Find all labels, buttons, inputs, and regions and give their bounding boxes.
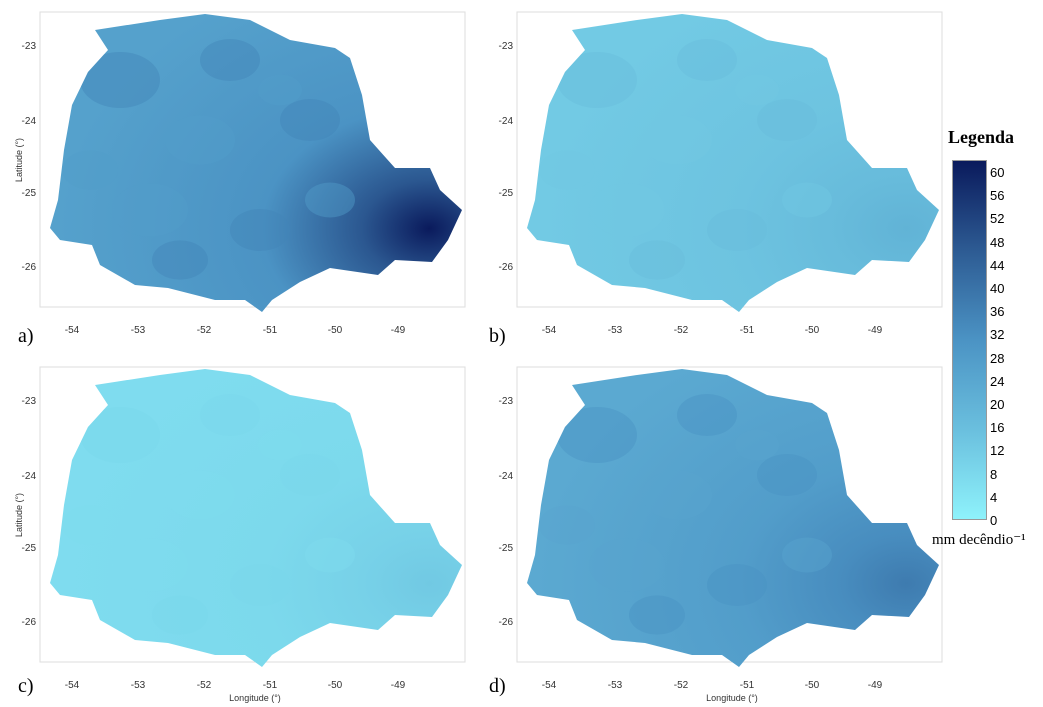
y-tick-label: -23 — [22, 41, 37, 52]
legend-tick-label: 16 — [990, 420, 1005, 436]
x-tick-label: -54 — [542, 680, 557, 691]
state-shape — [50, 369, 462, 667]
x-tick-label: -53 — [131, 325, 146, 336]
x-tick-label: -52 — [674, 680, 689, 691]
x-tick-label: -49 — [868, 680, 883, 691]
legend-tick-label: 12 — [990, 443, 1005, 459]
legend-tick-label: 20 — [990, 397, 1005, 412]
map-b-svg: -23 -24 -25 -26 -54 -53 -52 -51 -50 -49 — [499, 11, 943, 336]
x-tick-label: -49 — [391, 680, 406, 691]
legend-tick-label: 0 — [990, 513, 998, 528]
map-panel-c: -23 -24 -25 -26 -54 -53 -52 -51 -50 -49 Latitude (… — [0, 355, 470, 705]
y-tick-label: -23 — [499, 396, 514, 407]
legend-title: Legenda — [948, 127, 1015, 147]
x-tick-label: -50 — [328, 680, 343, 691]
map-panel-a: -23 -24 -25 -26 -54 -53 -52 -51 -50 -49 Latitude (… — [0, 0, 470, 350]
legend-tick-label: 40 — [990, 281, 1005, 296]
legend-tick-label: 60 — [990, 165, 1005, 180]
x-tick-label: -51 — [263, 680, 278, 691]
y-tick-label: -24 — [499, 471, 514, 482]
legend-tick-label: 4 — [990, 489, 998, 505]
y-tick-label: -24 — [22, 116, 37, 127]
x-axis-label: Longitude (°) — [706, 693, 758, 703]
panel-label-c: c) — [18, 675, 34, 697]
panel-label-d: d) — [489, 675, 506, 697]
y-tick-label: -23 — [22, 396, 37, 407]
x-tick-label: -52 — [674, 325, 689, 336]
legend-tick-label: 36 — [990, 304, 1005, 320]
legend-tick-label: 28 — [990, 350, 1005, 366]
x-tick-label: -51 — [740, 680, 755, 691]
map-a-svg: -23 -24 -25 -26 -54 -53 -52 -51 -50 -49 Latitude (… — [14, 11, 466, 336]
map-panel-b: -23 -24 -25 -26 -54 -53 -52 -51 -50 -49 b) — [477, 0, 947, 350]
panel-label-b: b) — [489, 325, 506, 347]
y-axis-label: Latitude (°) — [14, 138, 24, 182]
y-tick-label: -25 — [22, 188, 37, 199]
x-tick-label: -54 — [65, 680, 80, 691]
x-axis-label: Longitude (°) — [229, 693, 281, 703]
x-tick-label: -52 — [197, 680, 212, 691]
x-tick-label: -54 — [542, 325, 557, 336]
x-tick-label: -51 — [263, 325, 278, 336]
legend-tick-label: 8 — [990, 466, 998, 482]
y-axis-label: Latitude (°) — [14, 493, 24, 537]
y-tick-label: -26 — [499, 262, 514, 273]
map-d-svg: -23 -24 -25 -26 -54 -53 -52 -51 -50 -49 Longitude … — [499, 366, 943, 703]
legend-unit: mm decêndio⁻¹ — [932, 532, 1026, 548]
state-shape — [50, 14, 462, 312]
x-tick-label: -53 — [608, 680, 623, 691]
x-tick-label: -52 — [197, 325, 212, 336]
legend-tick-label: 56 — [990, 188, 1005, 204]
map-panel-d: -23 -24 -25 -26 -54 -53 -52 -51 -50 -49 Longitude … — [477, 355, 947, 705]
y-tick-label: -25 — [499, 188, 514, 199]
legend-tick-label: 52 — [990, 211, 1005, 227]
state-shape — [527, 369, 939, 667]
y-tick-label: -26 — [22, 262, 37, 273]
legend-tick-label: 32 — [990, 327, 1005, 343]
x-tick-label: -54 — [65, 325, 80, 336]
y-tick-label: -26 — [499, 617, 514, 628]
x-tick-label: -50 — [805, 680, 820, 691]
x-tick-label: -49 — [391, 325, 406, 336]
state-shape — [527, 14, 939, 312]
y-tick-label: -24 — [499, 116, 514, 127]
y-tick-label: -23 — [499, 41, 514, 52]
y-tick-label: -25 — [499, 543, 514, 554]
map-c-svg: -23 -24 -25 -26 -54 -53 -52 -51 -50 -49 Latitude (… — [14, 366, 466, 703]
panel-label-a: a) — [18, 325, 34, 347]
x-tick-label: -53 — [608, 325, 623, 336]
legend-tick-label: 24 — [990, 373, 1005, 389]
y-tick-label: -24 — [22, 471, 37, 482]
legend-tick-label: 48 — [990, 234, 1005, 250]
x-tick-label: -50 — [328, 325, 343, 336]
x-tick-label: -49 — [868, 325, 883, 336]
x-tick-label: -50 — [805, 325, 820, 336]
x-tick-label: -53 — [131, 680, 146, 691]
legend-tick-label: 44 — [990, 257, 1005, 273]
x-tick-label: -51 — [740, 325, 755, 336]
y-tick-label: -25 — [22, 543, 37, 554]
legend-color-bar — [952, 160, 987, 520]
y-tick-label: -26 — [22, 617, 37, 628]
